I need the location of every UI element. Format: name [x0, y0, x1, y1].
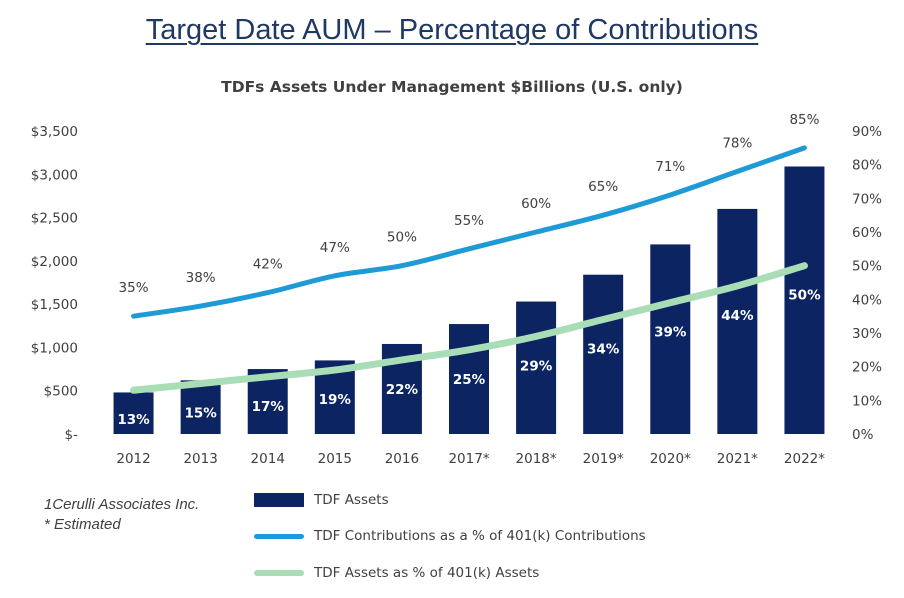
y-right-tick-label: 70%	[852, 191, 882, 207]
contributions-data-label: 42%	[253, 257, 283, 273]
x-tick-label: 2020*	[650, 451, 691, 467]
contributions-data-label: 47%	[320, 240, 350, 256]
bar	[180, 380, 221, 434]
x-tick-label: 2014	[251, 451, 285, 467]
chart-subtitle: TDFs Assets Under Management $Billions (…	[221, 78, 683, 96]
y-left-tick-label: $3,500	[31, 124, 78, 140]
x-tick-label: 2012	[116, 451, 150, 467]
legend-item-contributions: TDF Contributions as a % of 401(k) Contr…	[254, 526, 646, 546]
contributions-data-label: 71%	[655, 159, 685, 175]
y-right-tick-label: 0%	[852, 427, 874, 443]
y-left-tick-label: $1,500	[31, 297, 78, 313]
x-tick-label: 2021*	[717, 451, 758, 467]
assets-pct-data-label: 15%	[184, 406, 217, 422]
bar	[113, 392, 154, 434]
assets-pct-data-label: 39%	[654, 325, 687, 341]
legend-label: TDF Assets as % of 401(k) Assets	[314, 565, 540, 581]
y-right-tick-label: 40%	[852, 292, 882, 308]
estimated-note: * Estimated	[44, 516, 121, 533]
y-left-tick-label: $1,000	[31, 340, 78, 356]
y-right-tick-label: 80%	[852, 158, 882, 174]
legend-label: TDF Assets	[314, 492, 389, 508]
contributions-data-label: 78%	[722, 135, 752, 151]
contributions-data-label: 65%	[588, 179, 618, 195]
bar	[516, 301, 557, 434]
y-left-tick-label: $2,500	[31, 211, 78, 227]
contributions-data-label: 60%	[521, 196, 551, 212]
assets-pct-data-label: 50%	[788, 288, 821, 304]
y-right-tick-label: 50%	[852, 259, 882, 275]
y-left-tick-label: $2,000	[31, 254, 78, 270]
legend-swatch-bar	[254, 493, 304, 507]
x-tick-label: 2016	[385, 451, 419, 467]
y-right-tick-label: 20%	[852, 360, 882, 376]
y-right-tick-label: 90%	[852, 124, 882, 140]
contributions-data-label: 38%	[186, 270, 216, 286]
assets-pct-data-label: 22%	[386, 382, 419, 398]
bar	[583, 274, 624, 434]
assets-pct-data-label: 29%	[520, 358, 553, 374]
legend-swatch-line-green	[254, 570, 304, 576]
x-tick-label: 2022*	[784, 451, 825, 467]
y-left-tick-label: $-	[65, 427, 79, 443]
bar	[449, 324, 489, 434]
contributions-data-label: 35%	[119, 280, 149, 296]
y-left-tick-label: $500	[44, 384, 78, 400]
assets-pct-data-label: 13%	[117, 412, 150, 428]
x-tick-label: 2013	[183, 451, 217, 467]
bar	[784, 166, 825, 434]
assets-pct-data-label: 25%	[453, 372, 486, 388]
contributions-line	[131, 145, 807, 319]
legend-swatch-line-blue	[254, 533, 304, 539]
source-note: 1Cerulli Associates Inc.	[44, 496, 200, 513]
contributions-data-label: 85%	[789, 112, 819, 128]
chart-title: Target Date AUM – Percentage of Contribu…	[145, 14, 759, 46]
assets-pct-data-label: 34%	[587, 342, 620, 358]
bar	[650, 244, 691, 434]
assets-pct-line	[130, 262, 808, 394]
x-tick-label: 2015	[318, 451, 352, 467]
bar	[717, 208, 758, 434]
assets-pct-data-label: 17%	[252, 399, 285, 415]
y-right-tick-label: 10%	[852, 393, 882, 409]
contributions-data-label: 55%	[454, 213, 484, 229]
assets-pct-data-label: 19%	[319, 392, 352, 408]
legend-item-assets-pct: TDF Assets as % of 401(k) Assets	[254, 563, 539, 583]
y-right-tick-label: 60%	[852, 225, 882, 241]
assets-pct-data-label: 44%	[721, 308, 754, 324]
contributions-data-label: 50%	[387, 230, 417, 246]
x-tick-label: 2018*	[516, 451, 557, 467]
legend-item-tdf-assets: TDF Assets	[254, 490, 389, 510]
legend-label: TDF Contributions as a % of 401(k) Contr…	[314, 528, 646, 544]
y-left-tick-label: $3,000	[31, 167, 78, 183]
y-right-tick-label: 30%	[852, 326, 882, 342]
x-tick-label: 2017*	[448, 451, 489, 467]
x-tick-label: 2019*	[583, 451, 624, 467]
